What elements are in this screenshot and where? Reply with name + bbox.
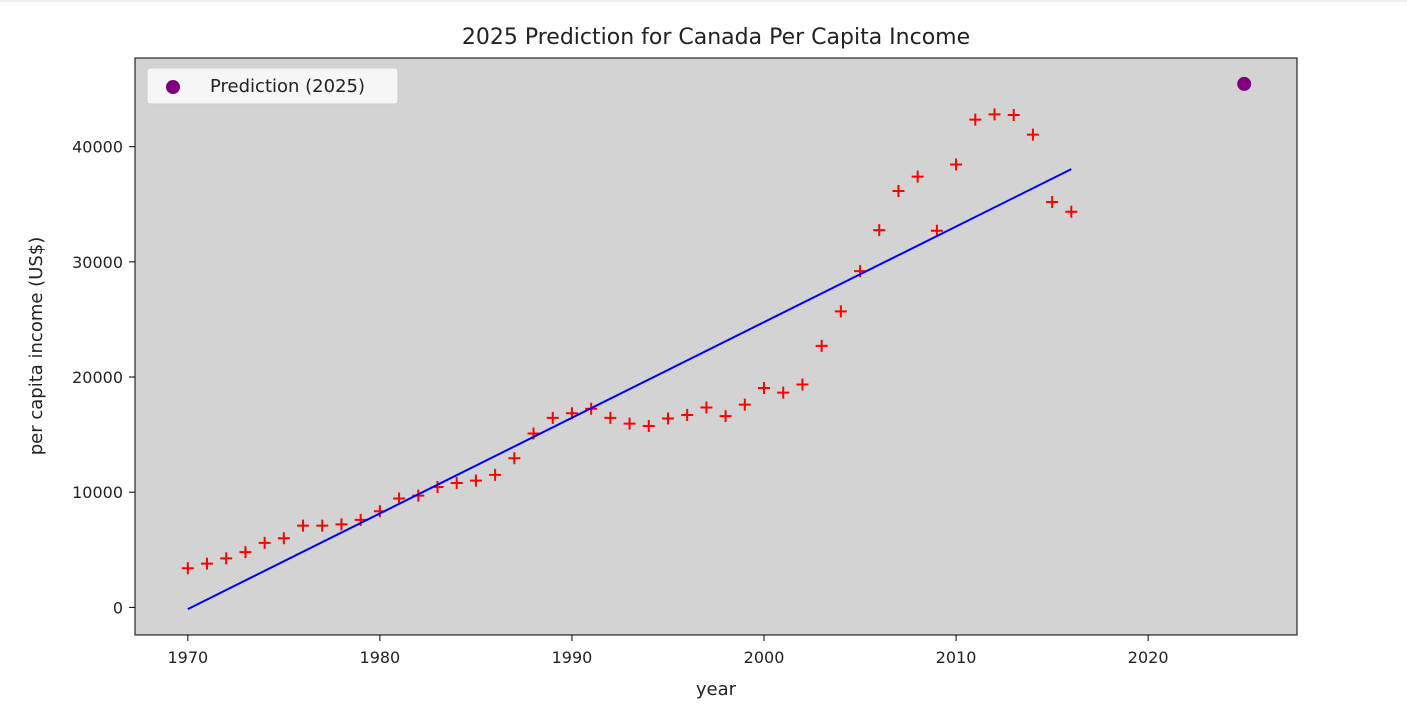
plot-frame bbox=[134, 57, 1298, 636]
axis-layer: 1970 1980 1990 2000 2010 2020 0 10000 20000 30000… bbox=[72, 138, 1168, 667]
data-point bbox=[758, 381, 771, 394]
data-point bbox=[450, 476, 463, 489]
y-tick-label: 10000 bbox=[72, 483, 123, 502]
data-point bbox=[796, 378, 809, 391]
data-point bbox=[950, 158, 963, 171]
data-point bbox=[681, 409, 694, 422]
data-point bbox=[1065, 205, 1078, 218]
data-point bbox=[201, 557, 214, 570]
x-tick-label: 2010 bbox=[936, 648, 977, 667]
series-layer bbox=[181, 76, 1252, 610]
data-point bbox=[623, 417, 636, 430]
legend-marker bbox=[166, 80, 180, 94]
data-point bbox=[873, 224, 886, 237]
data-point bbox=[239, 546, 252, 559]
data-point bbox=[892, 185, 905, 198]
data-point bbox=[546, 411, 559, 424]
prediction-point bbox=[1237, 76, 1252, 91]
data-point bbox=[930, 224, 943, 237]
data-point bbox=[181, 562, 194, 575]
data-point bbox=[604, 411, 617, 424]
y-tick-label: 40000 bbox=[72, 138, 123, 157]
data-point bbox=[335, 518, 348, 531]
y-axis-label: per capita income (US$) bbox=[26, 237, 47, 456]
legend-label: Prediction (2025) bbox=[210, 76, 365, 97]
legend-box bbox=[146, 67, 399, 105]
legend: Prediction (2025) bbox=[146, 67, 399, 105]
data-point bbox=[988, 108, 1001, 121]
data-point bbox=[1046, 195, 1059, 208]
data-point bbox=[297, 519, 310, 532]
data-point bbox=[489, 468, 502, 481]
data-point bbox=[738, 398, 751, 411]
data-point bbox=[1007, 109, 1020, 122]
data-point bbox=[220, 552, 233, 565]
y-tick-label: 20000 bbox=[72, 368, 123, 387]
data-point bbox=[661, 412, 674, 425]
data-point bbox=[277, 532, 290, 545]
x-tick-label: 1970 bbox=[167, 648, 208, 667]
data-point bbox=[469, 474, 482, 487]
y-tick-label: 0 bbox=[113, 598, 123, 617]
data-point bbox=[700, 401, 713, 414]
x-tick-label: 2020 bbox=[1128, 648, 1169, 667]
data-point bbox=[393, 492, 406, 505]
regression-line bbox=[187, 168, 1072, 610]
data-point bbox=[815, 339, 828, 352]
data-point bbox=[508, 452, 521, 465]
top-border bbox=[0, 0, 1407, 2]
data-point bbox=[316, 519, 329, 532]
x-tick-label: 2000 bbox=[744, 648, 785, 667]
x-axis-label: year bbox=[696, 679, 737, 700]
data-point bbox=[258, 536, 271, 549]
data-point bbox=[969, 113, 982, 126]
data-point bbox=[777, 386, 790, 399]
chart-title: 2025 Prediction for Canada Per Capita In… bbox=[462, 25, 970, 50]
data-point bbox=[719, 410, 732, 423]
x-tick-label: 1980 bbox=[360, 648, 401, 667]
data-point bbox=[642, 419, 655, 432]
data-point bbox=[911, 170, 924, 183]
data-point bbox=[1026, 128, 1039, 141]
y-tick-label: 30000 bbox=[72, 253, 123, 272]
x-tick-label: 1990 bbox=[552, 648, 593, 667]
data-point bbox=[834, 305, 847, 318]
